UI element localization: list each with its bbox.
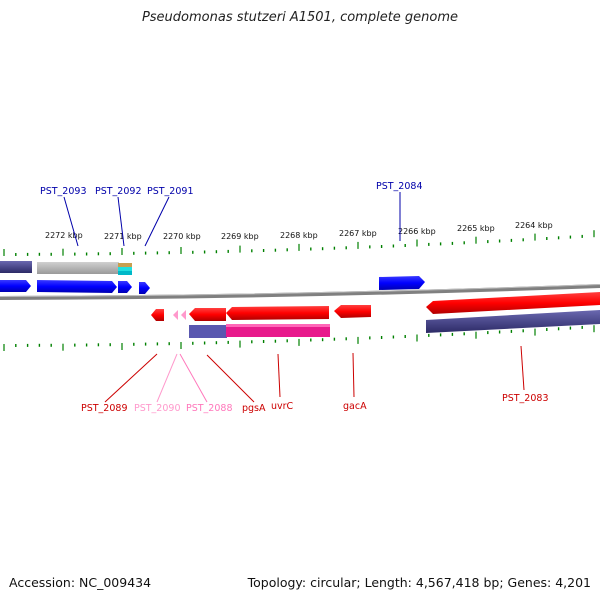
scale-ticks-top [3, 230, 595, 256]
feature-bar[interactable] [189, 325, 227, 338]
map-title: Pseudomonas stutzeri A1501, complete gen… [141, 10, 459, 25]
gene-arrow[interactable] [379, 276, 425, 290]
scale-label: 2265 kbp [457, 224, 495, 233]
gene-labels-top: PST_2093 PST_2092 PST_2091 PST_2084 [40, 181, 423, 197]
gene-arrow[interactable] [118, 281, 132, 293]
rna-gene[interactable] [181, 310, 186, 320]
feature-bar[interactable] [118, 263, 132, 267]
gene-arrow[interactable] [426, 292, 600, 314]
feature-bar[interactable] [118, 267, 132, 271]
gene-label[interactable]: uvrC [271, 401, 294, 412]
gene-label[interactable]: gacA [343, 401, 367, 412]
accession-text: Accession: NC_009434 [9, 575, 152, 590]
gene-arrow[interactable] [0, 280, 31, 292]
gene-label[interactable]: PST_2090 [134, 403, 181, 414]
feature-bar[interactable] [226, 324, 330, 337]
gene-labels-bottom: PST_2089 PST_2090 PST_2088 pgsA uvrC gac… [81, 393, 549, 414]
scale-label: 2266 kbp [398, 227, 436, 236]
gene-arrow[interactable] [334, 305, 371, 318]
feature-bar[interactable] [37, 262, 119, 274]
feature-bar[interactable] [118, 271, 132, 275]
gene-arrow[interactable] [37, 280, 117, 293]
label-leader-lines [63, 192, 525, 403]
scale-label: 2272 kbp [45, 231, 83, 240]
genome-backbone [0, 284, 600, 300]
gene-label[interactable]: PST_2084 [376, 181, 423, 192]
gene-label[interactable]: PST_2089 [81, 403, 128, 414]
gene-label[interactable]: PST_2091 [147, 186, 194, 197]
scale-label: 2264 kbp [515, 221, 553, 230]
reverse-strand-features [151, 292, 600, 338]
scale-label: 2269 kbp [221, 232, 259, 241]
forward-strand-features [0, 261, 425, 294]
rna-gene[interactable] [173, 310, 178, 320]
scale-ticks-bottom [3, 325, 595, 351]
gene-label[interactable]: PST_2092 [95, 186, 142, 197]
gene-arrow[interactable] [189, 308, 226, 321]
gene-arrow[interactable] [151, 309, 164, 321]
scale-label: 2267 kbp [339, 229, 377, 238]
gene-label[interactable]: pgsA [242, 403, 266, 414]
gene-arrow[interactable] [139, 282, 150, 294]
scale-label: 2268 kbp [280, 231, 318, 240]
feature-bar[interactable] [0, 261, 32, 273]
gene-label[interactable]: PST_2088 [186, 403, 233, 414]
feature-bar[interactable] [426, 310, 600, 333]
gene-arrow[interactable] [226, 306, 329, 320]
scale-label: 2270 kbp [163, 232, 201, 241]
gene-label[interactable]: PST_2083 [502, 393, 549, 404]
topology-text: Topology: circular; Length: 4,567,418 bp… [247, 575, 591, 590]
gene-label[interactable]: PST_2093 [40, 186, 87, 197]
